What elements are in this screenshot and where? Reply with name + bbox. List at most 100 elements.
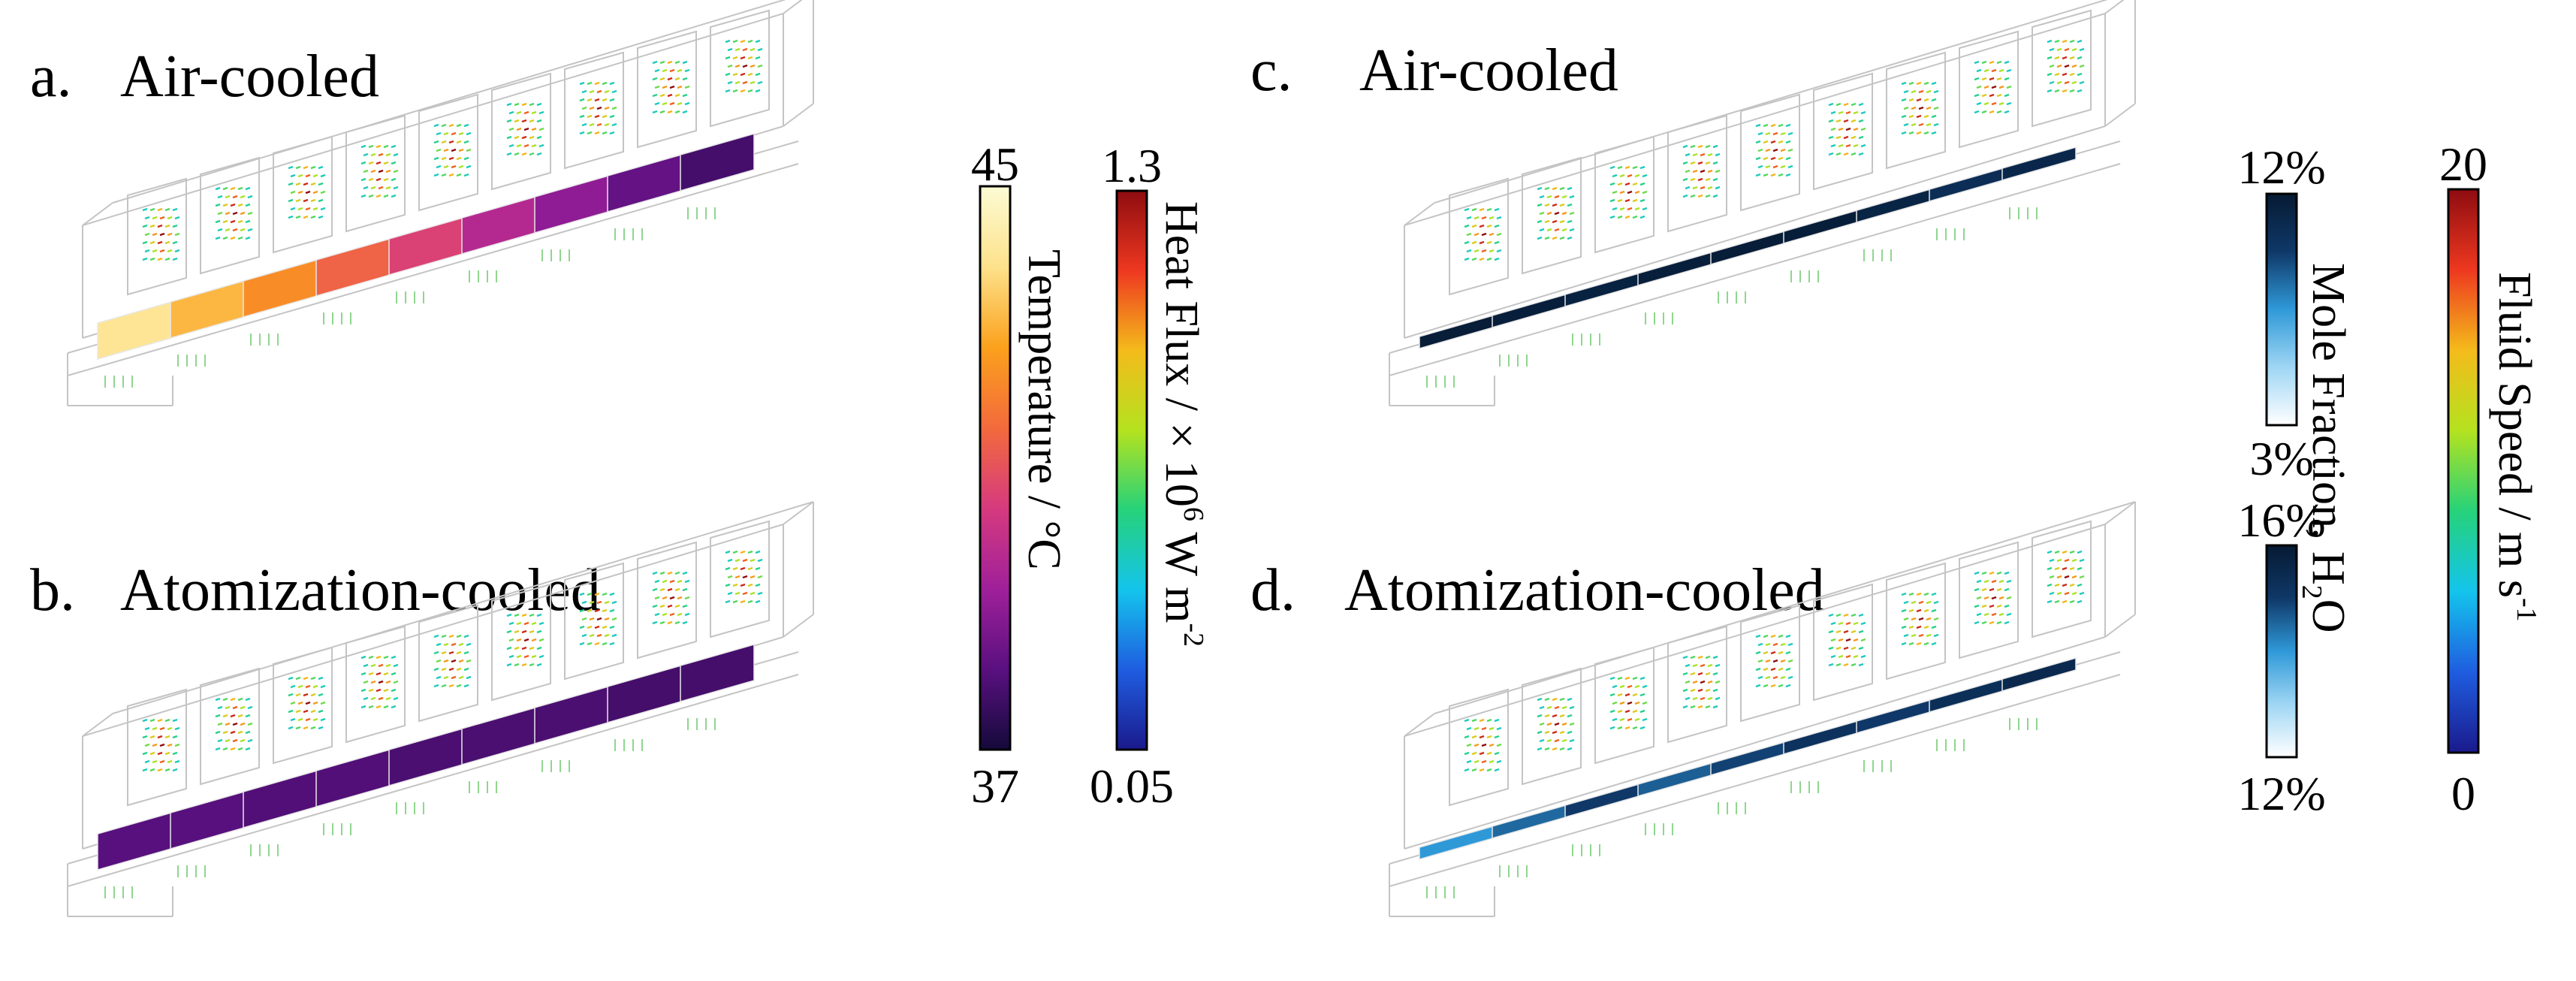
velocity-arrow (1617, 676, 1623, 681)
velocity-arrow (587, 81, 593, 86)
velocity-arrow (1685, 169, 1691, 174)
velocity-arrow (157, 207, 163, 212)
velocity-arrow (237, 730, 243, 735)
temperature-plate (315, 749, 391, 807)
velocity-arrow (451, 165, 457, 169)
velocity-arrow (1617, 726, 1623, 730)
velocity-arrow (1496, 726, 1502, 731)
velocity-arrow (1845, 110, 1851, 115)
velocity-arrow (1845, 654, 1851, 659)
velocity-arrow (458, 165, 464, 169)
velocity-arrow (2064, 80, 2070, 85)
velocity-arrow (303, 693, 309, 697)
velocity-arrow (506, 102, 512, 107)
velocity-arrow (1481, 216, 1487, 220)
velocity-arrow (1479, 207, 1485, 212)
velocity-arrow (1858, 613, 1864, 617)
velocity-arrow (2056, 575, 2062, 579)
velocity-arrow (529, 629, 535, 634)
velocity-arrow (1835, 152, 1842, 156)
velocity-arrow (443, 675, 449, 680)
velocity-arrow (757, 47, 763, 52)
velocity-arrow (538, 127, 544, 131)
velocity-arrow (1481, 743, 1487, 747)
velocity-arrow (290, 207, 296, 211)
velocity-arrow (609, 608, 615, 613)
velocity-arrow (1544, 697, 1550, 702)
velocity-arrow (2071, 558, 2077, 563)
velocity-arrow (1697, 672, 1703, 676)
velocity-arrow (1918, 633, 1924, 638)
mole-fraction-plate (1929, 678, 2004, 713)
velocity-glyph (652, 60, 690, 114)
velocity-arrow (1838, 127, 1844, 131)
velocity-arrow (1976, 596, 1982, 600)
velocity-arrow (215, 714, 221, 718)
velocity-arrow (1609, 182, 1615, 186)
velocity-arrow (320, 174, 326, 178)
velocity-arrow (240, 705, 246, 710)
velocity-arrow (441, 650, 447, 655)
velocity-arrow (2047, 566, 2053, 571)
velocity-arrow (164, 240, 170, 245)
velocity-arrow (288, 676, 294, 681)
velocity-arrow (1624, 215, 1630, 219)
velocity-arrow (391, 194, 397, 198)
velocity-arrow (2004, 77, 2010, 81)
velocity-arrow (385, 663, 391, 668)
velocity-arrow (318, 693, 324, 697)
velocity-arrow (1496, 743, 1502, 747)
velocity-arrow (363, 680, 369, 684)
velocity-arrow (1552, 186, 1558, 191)
velocity-arrow (393, 169, 399, 174)
velocity-arrow (225, 722, 231, 726)
velocity-arrow (589, 122, 595, 127)
velocity-arrow (1634, 701, 1640, 705)
velocity-arrow (290, 190, 296, 195)
velocity-arrow (2047, 89, 2053, 93)
velocity-arrow (1755, 173, 1761, 177)
velocity-arrow (1780, 131, 1786, 136)
velocity-arrow (1838, 654, 1844, 659)
velocity-arrow (360, 655, 366, 660)
velocity-arrow (523, 143, 529, 148)
velocity-arrow (288, 182, 294, 186)
velocity-arrow (1851, 613, 1857, 617)
velocity-arrow (167, 232, 173, 237)
velocity-arrow (1619, 174, 1625, 178)
velocity-arrow (290, 717, 296, 722)
unit-outline (1813, 72, 1873, 191)
velocity-arrow (1989, 93, 1995, 98)
velocity-arrow (734, 47, 741, 52)
velocity-arrow (2054, 39, 2060, 44)
velocity-arrow (682, 571, 688, 575)
velocity-arrow (1903, 106, 1909, 110)
velocity-arrow (2079, 591, 2085, 596)
velocity-arrow (1926, 89, 1932, 94)
velocity-arrow (1770, 173, 1776, 177)
velocity-arrow (508, 127, 514, 131)
velocity-arrow (594, 608, 600, 613)
velocity-arrow (1489, 232, 1495, 237)
velocity-arrow (579, 114, 585, 119)
velocity-arrow (1765, 148, 1771, 152)
velocity-arrow (149, 240, 155, 245)
velocity-arrow (1612, 190, 1618, 195)
velocity-arrow (1624, 182, 1630, 186)
velocity-arrow (1989, 60, 1995, 65)
velocity-arrow (1466, 726, 1472, 731)
velocity-arrow (1690, 144, 1696, 149)
velocity-arrow (448, 650, 454, 655)
velocity-arrow (448, 684, 454, 688)
velocity-arrow (149, 768, 155, 772)
velocity-arrow (1933, 89, 1939, 94)
velocity-arrow (1632, 693, 1638, 697)
mole-fraction-plate (1492, 804, 1567, 839)
velocity-arrow (538, 638, 544, 642)
velocity-arrow (755, 39, 761, 44)
velocity-arrow (1474, 726, 1480, 731)
velocity-arrow (1785, 650, 1791, 655)
velocity-arrow (320, 190, 326, 195)
velocity-arrow (383, 144, 389, 149)
velocity-arrow (1617, 215, 1623, 219)
